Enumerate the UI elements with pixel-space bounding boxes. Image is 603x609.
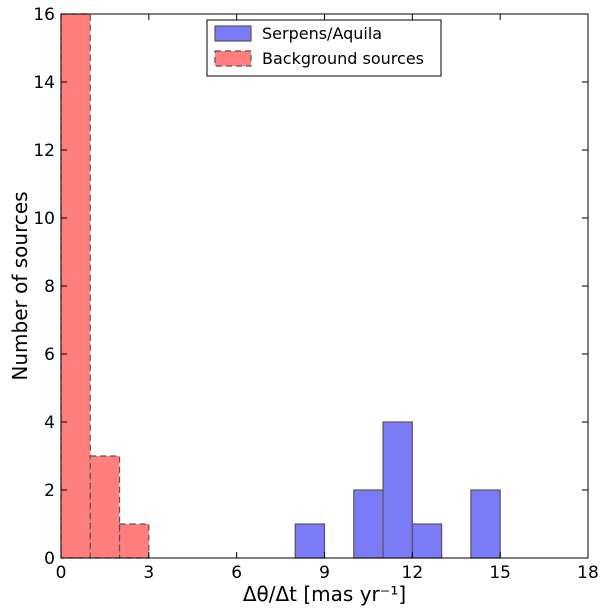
- x-tick-label-4: 12: [402, 563, 424, 583]
- x-axis-label: Δθ/Δt [mas yr⁻¹]: [243, 582, 406, 606]
- x-tick-label-5: 15: [489, 563, 511, 583]
- x-tick-label-1: 3: [143, 563, 154, 583]
- bar-serpens-aquila-0: [294, 523, 326, 559]
- ticks-layer: 0 3 6 9 12 15 18 0 2 4 6 8 10 12 14 16: [33, 5, 598, 583]
- legend-swatch-serpens-aquila: [214, 25, 252, 42]
- legend-swatch-background-sources: [214, 50, 252, 67]
- bar-serpens-aquila-2: [382, 421, 413, 559]
- legend-label-background-sources: Background sources: [262, 49, 424, 68]
- bar-serpens-aquila-1: [353, 489, 384, 559]
- y-axis-label: Number of sources: [8, 191, 32, 380]
- y-tick-label-7: 14: [33, 73, 55, 93]
- plot-frame: [60, 13, 589, 559]
- bar-serpens-aquila-3: [411, 523, 443, 559]
- y-tick-label-6: 12: [33, 141, 55, 161]
- bar-serpens-aquila-4: [470, 489, 501, 559]
- bar-background-sources-1: [89, 455, 121, 559]
- y-tick-label-8: 16: [33, 5, 55, 25]
- y-tick-label-3: 6: [44, 345, 55, 365]
- legend: Serpens/Aquila Background sources: [206, 19, 442, 77]
- y-tick-label-0: 0: [44, 549, 55, 569]
- bar-background-sources-2: [118, 523, 150, 559]
- y-tick-label-5: 10: [33, 209, 55, 229]
- x-tick-label-2: 6: [231, 563, 242, 583]
- y-tick-label-2: 4: [44, 413, 55, 433]
- y-tick-label-4: 8: [44, 277, 55, 297]
- x-tick-label-0: 0: [56, 563, 67, 583]
- x-tick-label-6: 18: [577, 563, 599, 583]
- x-tick-label-3: 9: [319, 563, 330, 583]
- bars-layer: [60, 13, 501, 559]
- y-tick-label-1: 2: [44, 481, 55, 501]
- legend-label-serpens-aquila: Serpens/Aquila: [262, 24, 382, 43]
